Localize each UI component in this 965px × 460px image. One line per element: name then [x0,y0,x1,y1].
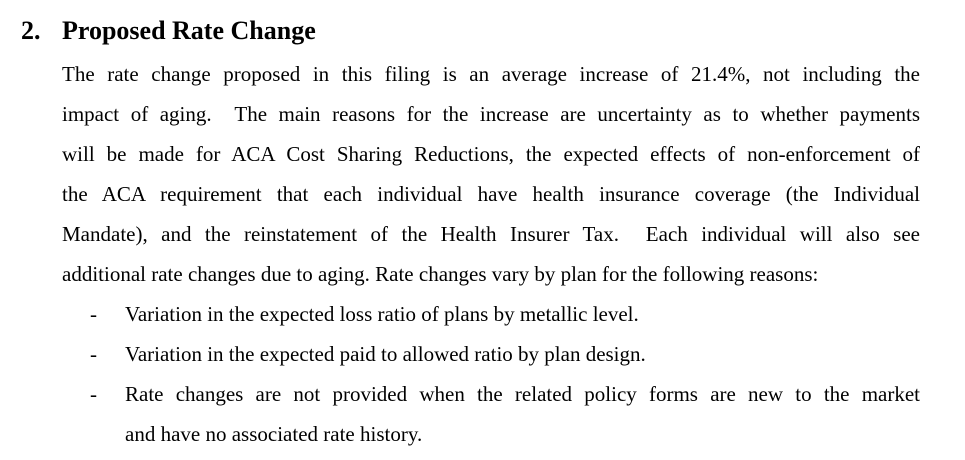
paragraph-line: impact of aging. The main reasons for th… [62,102,920,126]
section-number: 2. [21,16,41,45]
paragraph-line: will be made for ACA Cost Sharing Reduct… [62,142,920,166]
bullet-item: - Variation in the expected paid to allow… [62,334,920,374]
bullet-text: Rate changes are not provided when the r… [125,374,920,454]
bullet-text: Variation in the expected loss ratio of … [125,294,920,334]
bullet-marker: - [90,302,97,326]
bullet-marker: - [90,342,97,366]
bullet-list: - Variation in the expected loss ratio of… [62,294,920,454]
bullet-item: - Rate changes are not provided when the … [62,374,920,454]
section-heading: 2. Proposed Rate Change [21,14,920,48]
bullet-line: and have no associated rate history. [125,422,423,446]
section-body: The rate change proposed in this filing … [62,54,920,454]
bullet-line: Variation in the expected loss ratio of … [125,302,639,326]
paragraph-line: Mandate), and the reinstatement of the H… [62,222,920,246]
bullet-marker: - [90,382,97,406]
paragraph: The rate change proposed in this filing … [62,54,920,294]
paragraph-line: the ACA requirement that each individual… [62,182,920,206]
bullet-text: Variation in the expected paid to allowe… [125,334,920,374]
section-title: Proposed Rate Change [62,16,316,45]
paragraph-line: additional rate changes due to aging. Ra… [62,262,819,286]
bullet-item: - Variation in the expected loss ratio of… [62,294,920,334]
paragraph-line: The rate change proposed in this filing … [62,62,920,86]
bullet-line: Rate changes are not provided when the r… [125,382,920,406]
bullet-line: Variation in the expected paid to allowe… [125,342,646,366]
